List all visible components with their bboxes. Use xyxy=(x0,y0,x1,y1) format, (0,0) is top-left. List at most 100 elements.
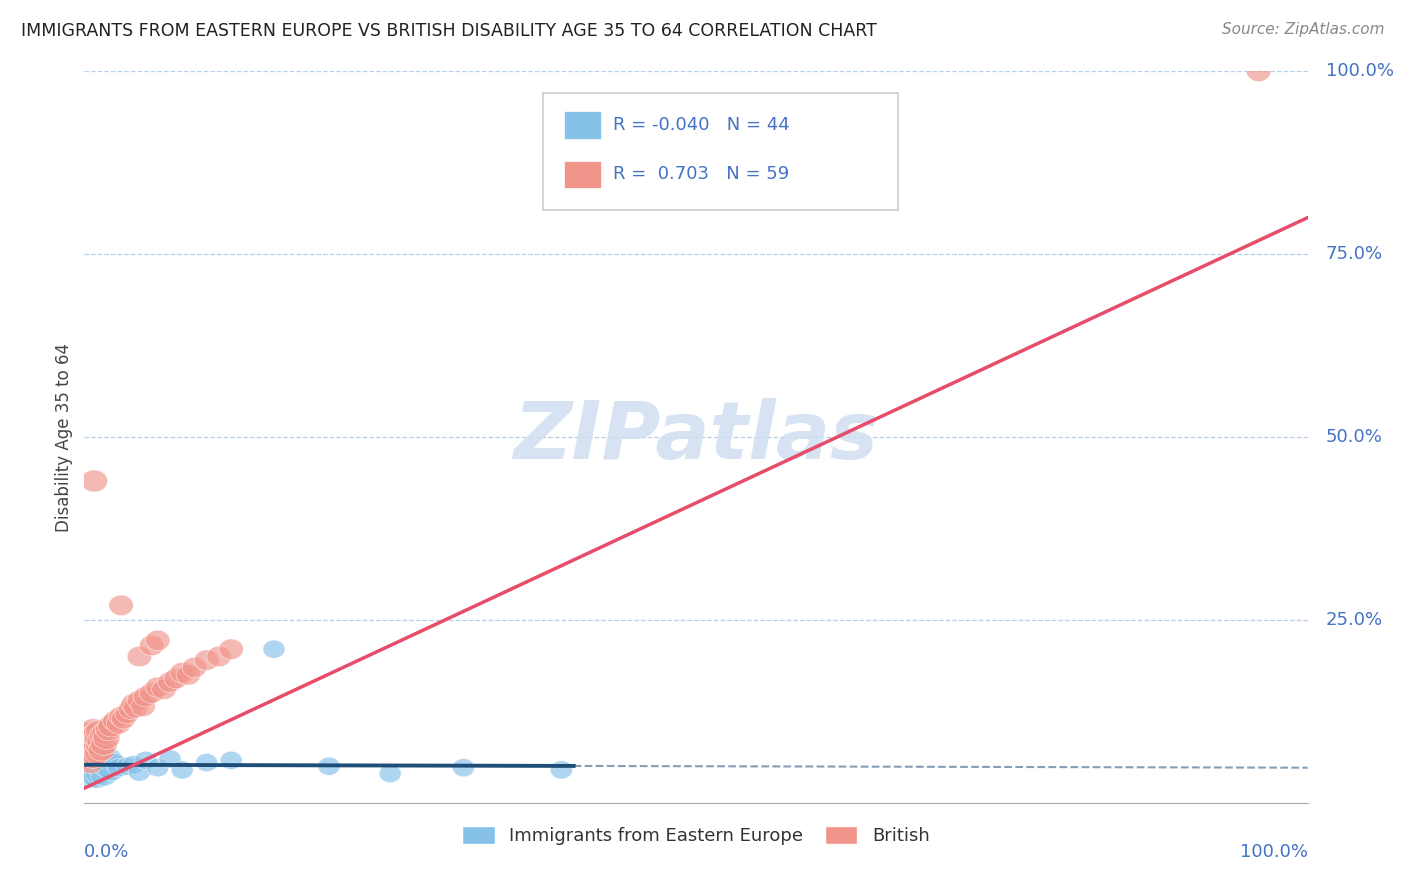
Ellipse shape xyxy=(135,751,156,770)
Ellipse shape xyxy=(80,735,107,756)
Ellipse shape xyxy=(115,703,139,723)
Ellipse shape xyxy=(79,759,105,780)
Ellipse shape xyxy=(157,672,183,692)
Ellipse shape xyxy=(127,690,152,711)
Ellipse shape xyxy=(139,635,165,656)
Ellipse shape xyxy=(194,650,219,671)
FancyBboxPatch shape xyxy=(564,161,600,188)
Ellipse shape xyxy=(90,764,117,786)
Ellipse shape xyxy=(76,740,103,763)
Text: R = -0.040   N = 44: R = -0.040 N = 44 xyxy=(613,116,790,134)
Ellipse shape xyxy=(77,723,104,744)
Ellipse shape xyxy=(103,711,127,731)
Ellipse shape xyxy=(98,715,125,737)
Ellipse shape xyxy=(89,739,115,761)
Ellipse shape xyxy=(318,757,340,775)
Ellipse shape xyxy=(76,763,103,785)
Ellipse shape xyxy=(89,747,117,768)
Text: 100.0%: 100.0% xyxy=(1326,62,1393,80)
Ellipse shape xyxy=(73,752,100,773)
Ellipse shape xyxy=(82,744,108,766)
Ellipse shape xyxy=(76,726,103,747)
Ellipse shape xyxy=(83,737,110,759)
Ellipse shape xyxy=(75,733,101,756)
FancyBboxPatch shape xyxy=(543,94,898,211)
Ellipse shape xyxy=(118,699,143,720)
Ellipse shape xyxy=(77,742,104,764)
Ellipse shape xyxy=(170,663,194,683)
Ellipse shape xyxy=(80,747,107,768)
Ellipse shape xyxy=(80,724,108,747)
Ellipse shape xyxy=(77,737,104,759)
Ellipse shape xyxy=(176,665,201,685)
Ellipse shape xyxy=(80,756,108,779)
Ellipse shape xyxy=(263,640,285,658)
Ellipse shape xyxy=(80,470,108,492)
Ellipse shape xyxy=(80,752,108,773)
Ellipse shape xyxy=(79,749,105,772)
Ellipse shape xyxy=(89,756,115,779)
Ellipse shape xyxy=(131,696,155,716)
Ellipse shape xyxy=(146,630,170,650)
Ellipse shape xyxy=(96,747,122,770)
Text: 25.0%: 25.0% xyxy=(1326,611,1384,629)
Ellipse shape xyxy=(183,657,207,678)
Ellipse shape xyxy=(77,754,104,776)
Ellipse shape xyxy=(83,766,110,789)
Text: R =  0.703   N = 59: R = 0.703 N = 59 xyxy=(613,166,789,184)
Ellipse shape xyxy=(1247,62,1271,81)
Ellipse shape xyxy=(134,687,157,707)
Ellipse shape xyxy=(104,754,127,772)
Ellipse shape xyxy=(84,754,111,776)
Ellipse shape xyxy=(139,683,165,703)
Text: 50.0%: 50.0% xyxy=(1326,428,1384,446)
Ellipse shape xyxy=(76,747,103,770)
Ellipse shape xyxy=(117,757,138,775)
Ellipse shape xyxy=(80,719,107,740)
Ellipse shape xyxy=(172,761,193,779)
Ellipse shape xyxy=(90,733,117,756)
Ellipse shape xyxy=(79,742,105,764)
Ellipse shape xyxy=(124,698,148,718)
Ellipse shape xyxy=(380,764,401,782)
Text: IMMIGRANTS FROM EASTERN EUROPE VS BRITISH DISABILITY AGE 35 TO 64 CORRELATION CH: IMMIGRANTS FROM EASTERN EUROPE VS BRITIS… xyxy=(21,22,877,40)
Ellipse shape xyxy=(550,761,572,779)
Ellipse shape xyxy=(128,763,150,781)
Ellipse shape xyxy=(91,723,118,744)
Ellipse shape xyxy=(107,714,131,734)
Ellipse shape xyxy=(108,706,134,727)
Ellipse shape xyxy=(80,747,107,768)
Ellipse shape xyxy=(93,756,120,777)
Ellipse shape xyxy=(86,735,112,756)
Ellipse shape xyxy=(82,761,108,783)
Ellipse shape xyxy=(83,749,110,772)
Ellipse shape xyxy=(219,639,243,659)
Ellipse shape xyxy=(122,756,145,774)
Ellipse shape xyxy=(86,763,112,785)
Ellipse shape xyxy=(93,728,120,749)
Ellipse shape xyxy=(79,730,105,752)
Ellipse shape xyxy=(207,647,231,666)
Ellipse shape xyxy=(84,742,111,764)
Y-axis label: Disability Age 35 to 64: Disability Age 35 to 64 xyxy=(55,343,73,532)
Ellipse shape xyxy=(108,595,134,615)
Ellipse shape xyxy=(75,747,101,770)
Text: 100.0%: 100.0% xyxy=(1240,843,1308,861)
Ellipse shape xyxy=(80,764,107,786)
Ellipse shape xyxy=(127,647,152,666)
Ellipse shape xyxy=(87,730,114,752)
Ellipse shape xyxy=(87,752,114,773)
Text: ZIPatlas: ZIPatlas xyxy=(513,398,879,476)
Ellipse shape xyxy=(86,747,112,770)
Ellipse shape xyxy=(152,679,176,699)
Ellipse shape xyxy=(165,668,188,689)
Ellipse shape xyxy=(221,751,242,770)
Ellipse shape xyxy=(159,750,181,768)
Ellipse shape xyxy=(73,744,100,766)
Ellipse shape xyxy=(146,677,170,698)
Ellipse shape xyxy=(75,756,101,779)
Ellipse shape xyxy=(96,719,122,740)
Ellipse shape xyxy=(80,739,108,761)
Ellipse shape xyxy=(89,724,117,747)
Legend: Immigrants from Eastern Europe, British: Immigrants from Eastern Europe, British xyxy=(456,819,936,852)
